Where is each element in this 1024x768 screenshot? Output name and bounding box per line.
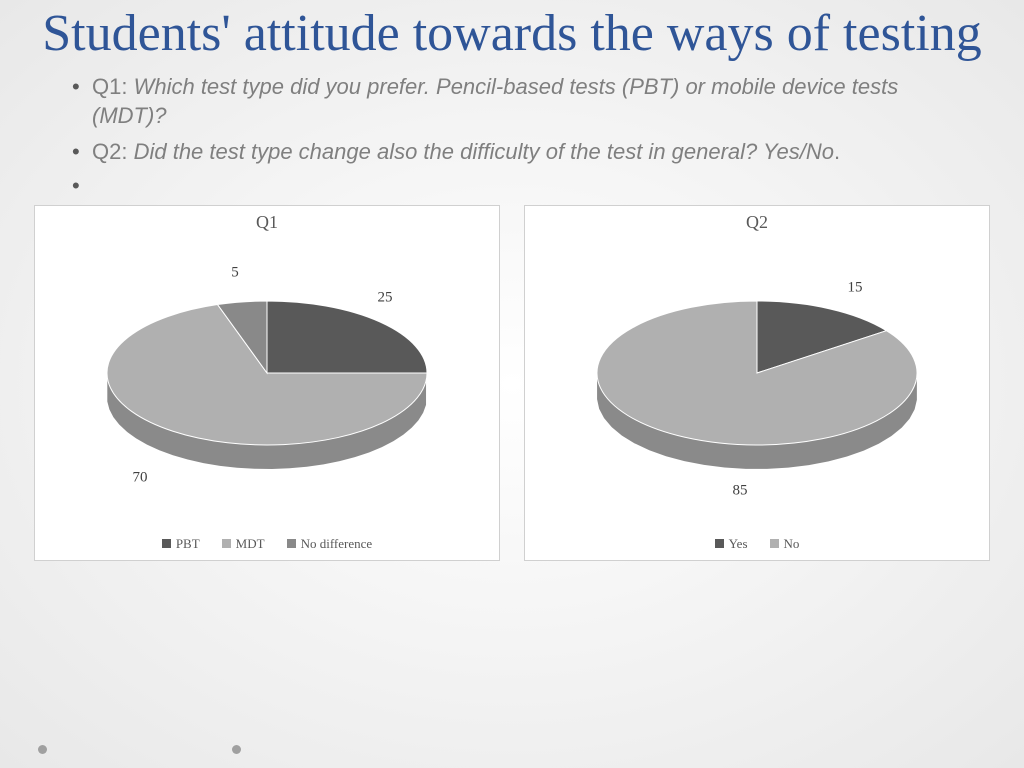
legend-swatch [715,539,724,548]
legend-item: MDT [222,536,265,552]
bullet-text: Which test type did you prefer. Pencil-b… [92,74,898,129]
chart-legend: Yes No [525,536,989,552]
pie-data-label: 25 [378,289,393,306]
pie-data-label: 85 [733,482,748,499]
question-list: Q1: Which test type did you prefer. Penc… [0,72,1024,199]
pie-svg [34,233,500,513]
bullet-q2: Q2: Did the test type change also the di… [72,137,964,167]
bullet-q1: Q1: Which test type did you prefer. Penc… [72,72,964,131]
legend-label: MDT [236,536,265,552]
legend-item: Yes [715,536,748,552]
bullet-text: Did the test type change also the diffic… [127,139,833,164]
legend-item: No [770,536,800,552]
legend-label: Yes [729,536,748,552]
legend-swatch [287,539,296,548]
chart-legend: PBT MDT No difference [35,536,499,552]
charts-row: Q1 25705 PBTMDTNo difference Q2 1585 Yes… [0,199,1024,561]
pie-area: 25 70 5 [35,233,499,513]
bullet-label: Q1: [92,74,127,99]
decorative-dot [38,745,47,754]
bullet-tail: . [834,139,840,164]
legend-swatch [222,539,231,548]
legend-swatch [770,539,779,548]
pie-data-label: 15 [848,279,863,296]
pie-data-label: 70 [133,469,148,486]
pie-data-label: 5 [231,264,239,281]
chart-q1: Q1 25 70 5 PBT MDT No difference [34,205,500,561]
pie-svg [524,233,990,513]
legend-item: PBT [162,536,200,552]
chart-title: Q2 [525,206,989,233]
pie-area: 1585 [525,233,989,513]
legend-label: No [784,536,800,552]
legend-item: No difference [287,536,373,552]
bullet-empty [72,173,964,199]
legend-label: No difference [301,536,373,552]
slide-title: Students' attitude towards the ways of t… [0,0,1024,72]
bullet-label: Q2: [92,139,127,164]
decorative-dot [232,745,241,754]
legend-label: PBT [176,536,200,552]
chart-q2: Q2 1585 YesNo [524,205,990,561]
legend-swatch [162,539,171,548]
pie-slice [267,301,427,373]
chart-title: Q1 [35,206,499,233]
